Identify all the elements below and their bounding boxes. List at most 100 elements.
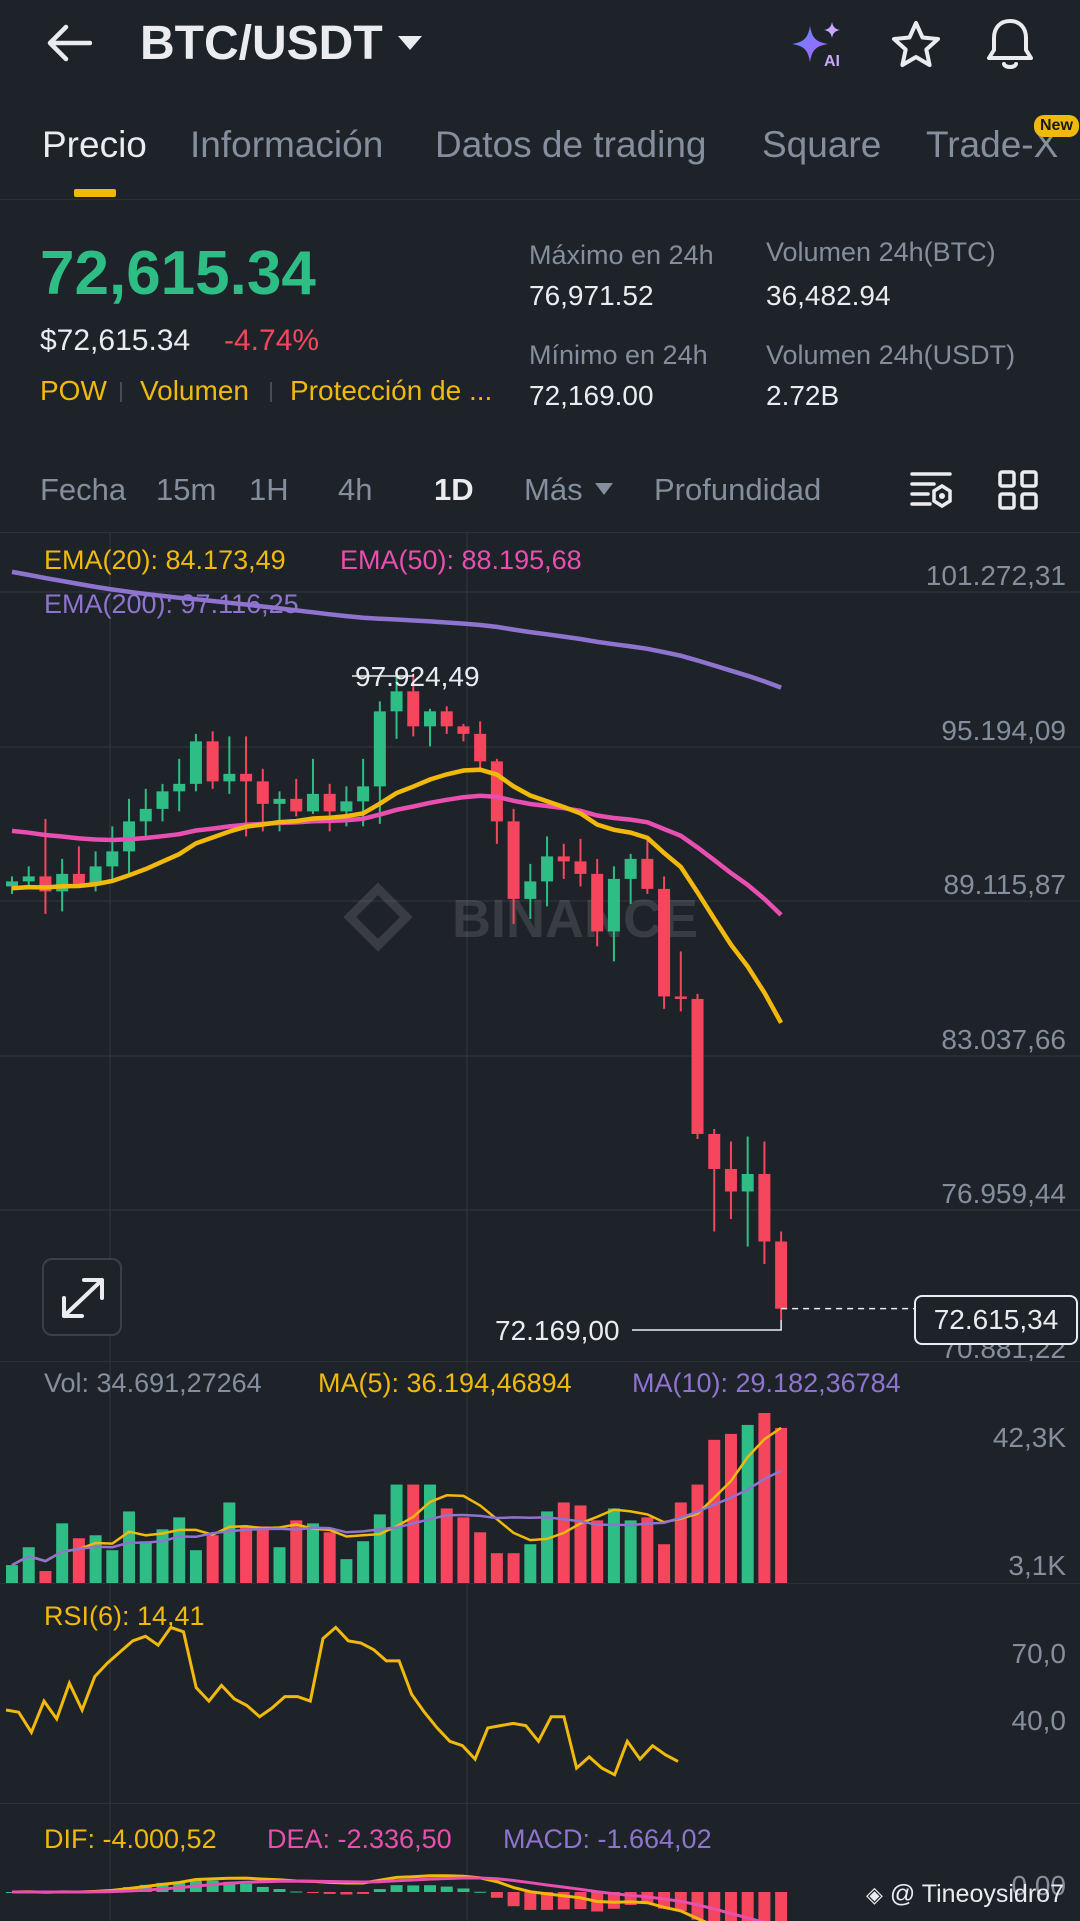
volume-axis-max: 42,3K [992,1422,1066,1453]
candle [574,838,587,887]
macd-bar [323,1892,336,1894]
candle [624,853,637,904]
ema20-line [11,767,784,1024]
volume-bar [139,1541,152,1583]
fullscreen-button[interactable] [42,1258,122,1336]
candle [290,778,303,817]
ai-label: AI [824,53,840,70]
rsi-axis-40: 40,0 [1011,1705,1067,1736]
pair-title[interactable]: BTC/USDT [140,17,383,70]
candle-body [373,711,386,787]
tag-volumen[interactable]: Volumen [140,375,249,406]
chart-settings-icon[interactable] [910,470,952,510]
candle [72,846,85,887]
expand-icon [62,1278,104,1318]
y-axis-label: 89.115,87 [943,869,1067,900]
volume-bar [658,1544,671,1583]
timeframe-4h[interactable]: 4h [338,472,373,507]
volume-bar [223,1502,236,1583]
y-axis-label: 95.194,09 [941,715,1066,746]
tag-divider [120,382,122,402]
candle-body [724,1168,737,1192]
candle-body [273,798,286,804]
macd-bar [607,1892,620,1909]
candle-body [624,858,637,879]
candle-body [457,726,470,734]
volume-bar [574,1505,587,1583]
caret-down-icon[interactable] [396,34,424,52]
watermark-text: BINANCE [452,889,698,949]
macd-dif-label: DIF: -4.000,52 [44,1824,217,1854]
tab-precio[interactable]: Precio [42,124,147,165]
timeframe-mas[interactable]: Más [524,472,583,507]
ai-sparkle-icon[interactable]: AI [790,20,846,70]
low-24h-label: Mínimo en 24h [529,340,708,370]
price-change: -4.74% [224,324,320,357]
timeframe-1d[interactable]: 1D [434,472,474,507]
candle-body [591,873,604,932]
macd-bar [290,1891,303,1893]
back-arrow-icon[interactable] [44,22,92,64]
candle-body [674,996,687,999]
candle [541,836,554,907]
volume-bar [741,1424,754,1583]
volume-ma5-label: MA(5): 36.194,46894 [318,1368,572,1398]
tab-datos-de-trading[interactable]: Datos de trading [435,124,707,165]
dif-line [11,1874,707,1921]
candle-body [189,741,202,784]
candle [758,1141,771,1265]
volume-bar [357,1541,370,1583]
star-icon[interactable] [890,20,942,70]
candle-body [72,873,85,884]
kline-chart[interactable]: BINANCE [0,533,1080,1921]
timeframe-1h[interactable]: 1H [249,472,289,507]
ema50-label: EMA(50): 88.195,68 [340,545,582,575]
vol-usdt-value: 2.72B [766,380,840,411]
layout-grid-icon[interactable] [998,470,1038,510]
low-marker-label: 72.169,00 [495,1315,620,1346]
macd-bar [240,1883,253,1892]
volume-bar [457,1517,470,1583]
volume-bar [557,1502,570,1583]
bell-icon[interactable] [984,16,1036,72]
candle-body [691,998,704,1134]
timeframe-15m[interactable]: 15m [156,472,217,507]
candle-body [474,733,487,762]
volume-bar [541,1511,554,1583]
tab-square[interactable]: Square [762,124,882,165]
candle-body [240,773,253,782]
macd-bar [507,1892,520,1907]
candle-body [658,888,671,997]
candle-body [89,866,102,884]
candle-body [424,711,436,727]
tag-divider [270,382,272,402]
y-axis-label: 101.272,31 [925,560,1066,591]
volume-bar [39,1571,52,1583]
candle [256,768,269,832]
macd-dea-label: DEA: -2.336,50 [267,1824,452,1854]
tag-proteccion[interactable]: Protección de ... [290,375,493,406]
mas-caret-icon[interactable] [594,482,614,496]
macd-bar [741,1892,754,1921]
volume-bar [173,1517,186,1583]
candle [240,736,253,837]
timeframe-profundidad[interactable]: Profundidad [654,472,822,507]
high-24h-value: 76,971.52 [529,280,654,311]
rsi-line [5,1625,679,1777]
timeframe-fecha[interactable]: Fecha [40,472,127,507]
volume-bar [240,1526,253,1583]
volume-bar [106,1550,119,1583]
macd-bar [390,1885,403,1892]
volume-bar [340,1559,353,1583]
candle-body [106,851,119,867]
volume-bar [691,1484,704,1583]
candle-body [173,783,186,792]
macd-bar [256,1886,269,1892]
pane-divider [0,1803,1080,1804]
rsi-axis-70: 70,0 [1011,1638,1067,1669]
macd-bar [373,1889,386,1892]
tag-pow[interactable]: POW [40,375,107,406]
tab-informacion[interactable]: Información [190,124,384,165]
candle-body [574,861,587,874]
